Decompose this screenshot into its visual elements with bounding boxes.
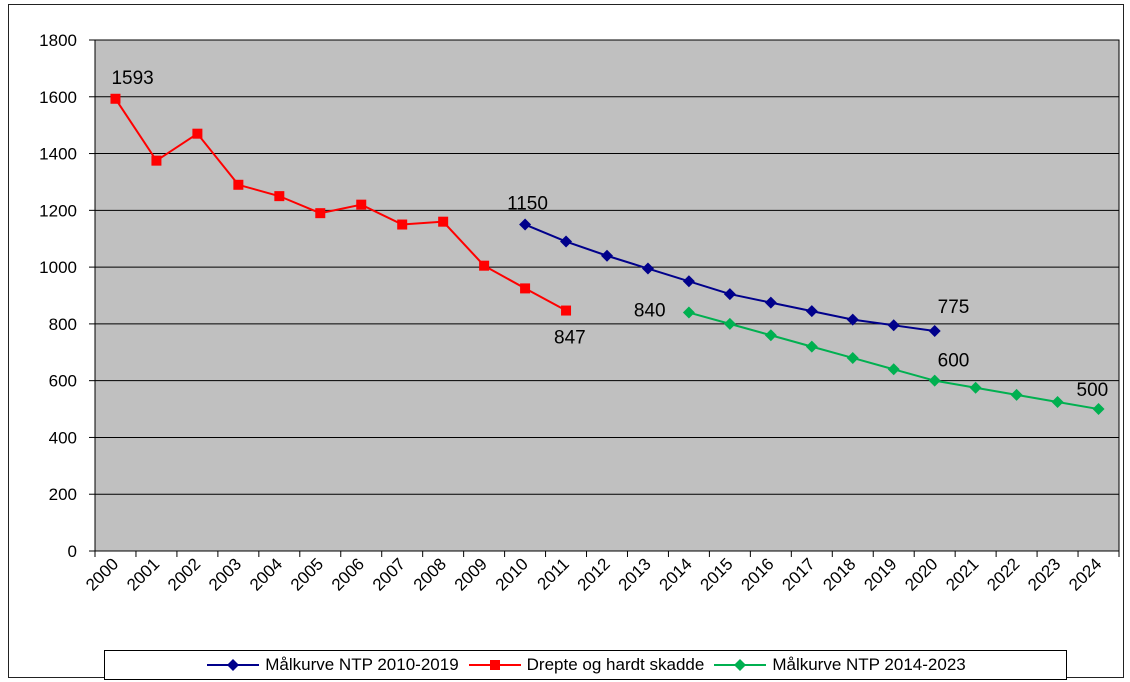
series-line xyxy=(114,98,567,312)
data-point xyxy=(682,306,695,319)
data-label: 847 xyxy=(554,328,586,349)
x-tick-label: 2019 xyxy=(860,554,900,594)
data-point xyxy=(519,218,532,231)
data-point xyxy=(192,128,203,139)
x-tick-label: 2018 xyxy=(819,554,859,594)
legend: Målkurve NTP 2010-2019 Drepte og hardt s… xyxy=(104,650,1067,680)
diamond-marker-icon xyxy=(207,659,260,671)
diamond-marker-icon xyxy=(714,659,767,671)
x-tick-label: 2016 xyxy=(737,554,777,594)
x-tick-label: 2000 xyxy=(82,554,122,594)
data-point xyxy=(928,374,941,387)
y-tick-label: 0 xyxy=(68,542,77,561)
data-point xyxy=(315,208,326,219)
data-point xyxy=(110,93,121,104)
data-point xyxy=(887,363,900,376)
legend-label: Målkurve NTP 2014-2023 xyxy=(772,655,966,674)
data-point xyxy=(561,305,572,316)
y-tick-label: 1200 xyxy=(39,201,77,220)
x-tick-label: 2006 xyxy=(328,554,368,594)
data-point xyxy=(438,216,449,227)
data-point xyxy=(723,288,736,301)
x-tick-label: 2007 xyxy=(369,554,409,594)
data-point xyxy=(560,235,573,248)
x-tick-label: 2021 xyxy=(942,554,982,594)
x-tick-label: 2015 xyxy=(697,554,737,594)
data-point xyxy=(1092,403,1105,416)
data-point xyxy=(397,219,408,230)
y-tick-label: 1400 xyxy=(39,145,77,164)
x-tick-label: 2023 xyxy=(1024,554,1064,594)
data-point xyxy=(151,155,162,166)
x-tick-label: 2010 xyxy=(492,554,532,594)
x-tick-label: 2008 xyxy=(410,554,450,594)
x-tick-label: 2024 xyxy=(1065,554,1105,594)
data-point xyxy=(520,283,531,294)
data-point xyxy=(601,249,613,262)
x-tick-label: 2017 xyxy=(778,554,818,594)
x-tick-label: 2005 xyxy=(287,554,327,594)
data-point xyxy=(846,313,859,326)
data-point xyxy=(723,317,736,330)
x-tick-label: 2001 xyxy=(123,554,163,594)
y-tick-label: 1600 xyxy=(39,88,77,107)
data-point xyxy=(969,381,982,394)
plot-area xyxy=(94,39,1120,552)
legend-label: Drepte og hardt skadde xyxy=(526,655,705,674)
data-point xyxy=(233,179,244,190)
y-tick-label: 800 xyxy=(49,315,77,334)
y-tick-label: 600 xyxy=(49,372,77,391)
x-tick-label: 2020 xyxy=(901,554,941,594)
y-tick-label: 200 xyxy=(49,485,77,504)
data-point xyxy=(641,262,654,275)
data-label: 600 xyxy=(938,351,970,372)
data-label: 1150 xyxy=(507,194,548,215)
x-tick-label: 2022 xyxy=(983,554,1023,594)
x-tick-label: 2014 xyxy=(656,554,696,594)
series-layer xyxy=(110,93,1105,416)
data-point xyxy=(928,324,941,337)
data-point xyxy=(479,260,490,271)
data-labels: 1593 1150 847 840 775 600 500 xyxy=(111,68,1108,401)
data-point xyxy=(1010,388,1023,401)
x-tick-label: 2012 xyxy=(574,554,614,594)
y-tick-label: 1800 xyxy=(39,31,77,50)
legend-label: Målkurve NTP 2010-2019 xyxy=(265,655,459,674)
data-point xyxy=(805,340,818,353)
data-label: 1593 xyxy=(111,68,153,89)
data-point xyxy=(356,199,367,210)
x-tick-label: 2002 xyxy=(164,554,204,594)
grid-lines xyxy=(95,39,1119,495)
chart-frame: 0 200 400 600 800 1000 1200 1400 1600 1800 2000 200… xyxy=(8,4,1124,680)
x-tick-label: 2009 xyxy=(451,554,491,594)
data-point xyxy=(805,305,818,318)
legend-item-drepte: Drepte og hardt skadde xyxy=(467,655,705,675)
x-tick-label: 2011 xyxy=(534,554,573,593)
x-tick-label: 2004 xyxy=(246,554,286,594)
data-point xyxy=(887,319,900,332)
x-tick-label: 2003 xyxy=(205,554,245,594)
data-label: 500 xyxy=(1077,380,1109,401)
data-label: 775 xyxy=(938,297,970,318)
data-point xyxy=(274,191,285,202)
data-point xyxy=(764,329,777,342)
data-point xyxy=(1051,395,1064,408)
legend-item-ntp-2014: Målkurve NTP 2014-2023 xyxy=(712,655,966,675)
y-tick-label: 1000 xyxy=(39,258,77,277)
y-tick-label: 400 xyxy=(49,428,77,447)
legend-item-ntp-2010: Målkurve NTP 2010-2019 xyxy=(205,655,459,675)
data-label: 840 xyxy=(634,301,666,322)
x-tick-label: 2013 xyxy=(615,554,655,594)
data-point xyxy=(846,351,859,364)
data-point xyxy=(764,296,777,309)
data-point xyxy=(682,275,695,288)
square-marker-icon xyxy=(468,660,521,670)
